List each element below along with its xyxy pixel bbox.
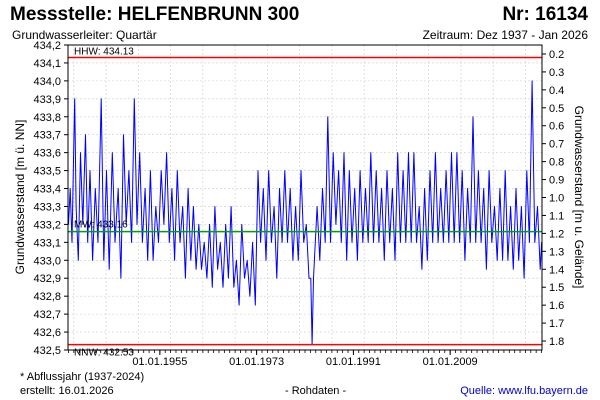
y-tick-label-left: 433,3	[33, 201, 61, 213]
y-tick-label-left: 433,2	[33, 219, 61, 231]
footnote: * Abflussjahr (1937-2024)	[20, 371, 145, 383]
y-tick-label-left: 433,6	[33, 148, 61, 160]
y-tick-label-right: 1.3	[549, 246, 564, 258]
y-tick-label-right: 0.9	[549, 175, 564, 187]
reference-label: HHW: 434.13	[74, 47, 134, 58]
x-tick-label: 01.01.1955	[132, 356, 187, 368]
y-tick-label-left: 433,5	[33, 166, 61, 178]
y-tick-label-right: 0.7	[549, 139, 564, 151]
created-date: erstellt: 16.01.2026	[20, 385, 114, 397]
period-label: Zeitraum: Dez 1937 - Jan 2026	[422, 28, 588, 42]
rawdata-note: - Rohdaten -	[285, 385, 347, 397]
reference-label: NNW: 432.53	[74, 348, 134, 359]
station-number: Nr: 16134	[502, 4, 588, 25]
series-line	[68, 80, 543, 346]
y-tick-label-right: 1.5	[549, 282, 564, 294]
y-tick-label-left: 433,9	[33, 94, 61, 106]
y-tick-label-left: 432,6	[33, 327, 61, 339]
y-axis-label-left: Grundwasserstand [m ü. NN]	[13, 119, 27, 275]
y-tick-label-right: 0.5	[549, 103, 564, 115]
x-tick-label: 01.01.1991	[326, 356, 381, 368]
y-tick-label-right: 1.2	[549, 228, 564, 240]
y-tick-label-right: 1.4	[549, 264, 564, 276]
axis-ticks: 432,5 432,6 432,7 432,8 432,9 433,0 433,1 433,2…	[33, 40, 564, 368]
y-tick-label-right: 1.6	[549, 300, 564, 312]
y-tick-label-left: 432,9	[33, 273, 61, 285]
y-tick-label-left: 434,2	[33, 40, 61, 52]
aquifer-label: Grundwasserleiter: Quartär	[12, 28, 157, 42]
y-tick-label-left: 433,0	[33, 255, 61, 267]
y-tick-label-right: 0.4	[549, 85, 564, 97]
y-tick-label-left: 433,1	[33, 237, 61, 249]
y-tick-label-right: 0.3	[549, 67, 564, 79]
y-tick-label-left: 434,1	[33, 58, 61, 70]
source-link[interactable]: Quelle: www.lfu.bayern.de	[460, 385, 588, 397]
reference-lines: HHW: 434.13 NNW: 432.53 MW: 433.16	[68, 47, 542, 359]
y-tick-label-left: 432,5	[33, 345, 61, 357]
y-tick-label-right: 1.1	[549, 210, 564, 222]
y-tick-label-left: 432,7	[33, 309, 61, 321]
x-tick-label: 01.01.1973	[229, 356, 284, 368]
y-tick-label-left: 432,8	[33, 291, 61, 303]
series-layer	[68, 80, 543, 346]
y-tick-label-right: 1.8	[549, 336, 564, 348]
y-tick-label-right: 0.8	[549, 157, 564, 169]
y-tick-label-right: 0.6	[549, 121, 564, 133]
x-tick-label: 01.01.2009	[423, 356, 478, 368]
y-tick-label-right: 1.7	[549, 318, 564, 330]
y-tick-label-right: 0.2	[549, 49, 564, 61]
y-tick-label-right: 1.0	[549, 193, 564, 205]
station-title: Messstelle: HELFENBRUNN 300	[10, 4, 300, 25]
y-tick-label-left: 434,0	[33, 76, 61, 88]
y-tick-label-left: 433,8	[33, 112, 61, 124]
reference-label: MW: 433.16	[74, 220, 128, 231]
y-tick-label-left: 433,7	[33, 130, 61, 142]
y-tick-label-left: 433,4	[33, 184, 61, 196]
y-axis-label-right: Grundwasserstand [m u. Gelände]	[572, 105, 586, 289]
